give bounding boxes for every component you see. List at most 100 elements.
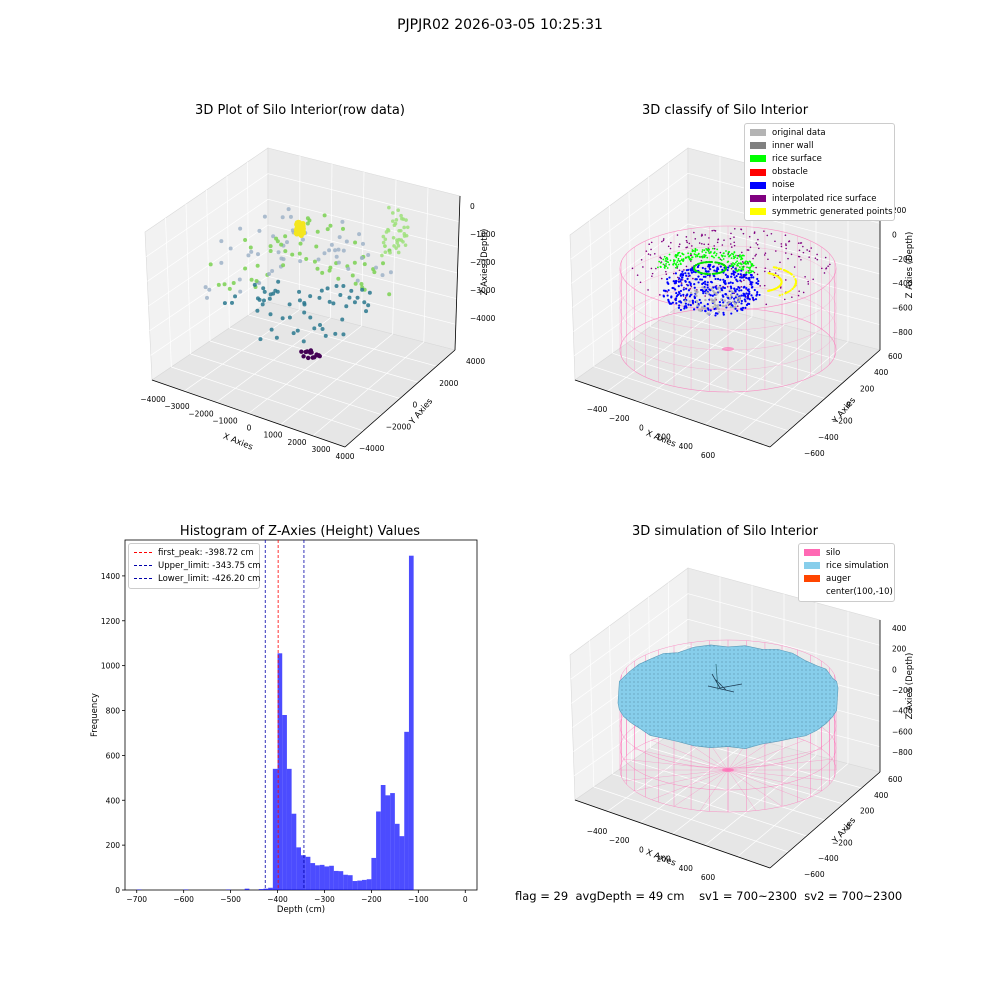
noise-point (740, 269, 743, 272)
data-point (260, 302, 265, 307)
interpolated-point (678, 245, 680, 248)
noise-point (680, 276, 684, 279)
original-point (721, 304, 724, 308)
data-point (228, 246, 233, 251)
legend-label: symmetric generated points (772, 206, 893, 217)
z-tick-label: −2000 (470, 258, 496, 267)
noise-point (700, 278, 704, 281)
data-point (233, 294, 238, 299)
rice-surface-point (738, 269, 740, 272)
interpolated-point (660, 277, 663, 280)
rice-surface-point (718, 256, 721, 259)
noise-point (686, 284, 689, 287)
symmetric-point (779, 277, 782, 280)
y-tick-label: 0 (413, 401, 418, 410)
z-tick-label: −200 (892, 686, 913, 695)
noise-point (674, 272, 677, 275)
interpolated-point (816, 258, 819, 261)
interpolated-point (785, 244, 787, 247)
silo-floor-wire (623, 758, 729, 771)
data-point (305, 221, 310, 226)
rice-surface-point (732, 262, 734, 264)
noise-point (684, 280, 687, 283)
rice-surface-point (750, 271, 752, 274)
rice-surface-point (700, 261, 703, 264)
rice-surface-point (750, 265, 753, 268)
rice-surface-point (745, 262, 747, 265)
data-point (246, 253, 251, 258)
noise-point (751, 296, 754, 299)
rice-surface-point (662, 258, 665, 261)
data-point (366, 252, 371, 257)
rice-surface-point (712, 247, 714, 250)
interpolated-point (807, 283, 810, 285)
noise-point (706, 283, 709, 287)
data-point (396, 244, 401, 248)
data-point (288, 214, 293, 219)
symmetric-point (792, 286, 795, 289)
interpolated-point (690, 285, 693, 288)
symmetric-point (777, 276, 780, 279)
data-point (295, 328, 300, 333)
noise-point (758, 293, 761, 297)
original-point (717, 310, 721, 314)
y-tick-label: −400 (818, 854, 839, 863)
noise-point (752, 276, 755, 279)
interpolated-point (707, 247, 710, 249)
noise-point (692, 270, 695, 273)
noise-point (691, 301, 695, 304)
data-point (238, 289, 243, 294)
noise-point (703, 286, 706, 289)
rice-surface-point (700, 272, 703, 275)
histogram-legend: first_peak: -398.72 cm Upper_limit: -343… (128, 543, 261, 589)
noise-point (746, 302, 750, 305)
rice-surface-point (728, 265, 731, 268)
legend-entry: Upper_limit: -343.75 cm (134, 559, 261, 572)
histogram-bar (343, 874, 348, 890)
z-tick-label: 200 (892, 645, 907, 654)
original-point (736, 297, 739, 300)
original-point (720, 298, 723, 301)
rice-surface-point (724, 266, 727, 269)
interpolated-point (688, 242, 691, 245)
rice-surface-point (701, 251, 704, 253)
data-point (298, 241, 303, 246)
interpolated-point (711, 229, 714, 232)
interpolated-point (729, 237, 732, 240)
noise-point (714, 314, 717, 317)
noise-point (678, 304, 681, 307)
rice-surface-point (749, 266, 752, 269)
data-point (271, 234, 276, 239)
data-point (255, 252, 260, 257)
rice-surface-point (690, 258, 693, 261)
legend-swatch (804, 562, 820, 570)
rice-surface-point (720, 259, 723, 262)
interpolated-point (648, 243, 650, 246)
noise-point (688, 274, 691, 277)
noise-point (730, 272, 733, 275)
noise-point (686, 293, 689, 296)
rice-surface-point (707, 261, 710, 264)
noise-point (682, 272, 685, 276)
data-point (390, 219, 395, 223)
interpolated-point (649, 254, 652, 256)
rice-surface-point (695, 270, 698, 273)
y-axis-line (769, 771, 881, 869)
data-point (302, 300, 307, 305)
data-point (392, 244, 396, 248)
histogram-bar (305, 856, 311, 890)
data-point (279, 242, 284, 247)
rice-surface-point (718, 271, 721, 274)
data-point (262, 214, 267, 219)
interpolated-point (814, 257, 817, 259)
legend-label: obstacle (772, 167, 808, 178)
noise-point (743, 285, 746, 288)
data-point (297, 251, 302, 256)
interpolated-point (655, 267, 657, 270)
sv1-value: sv1 = 700~2300 (699, 889, 797, 903)
data-point (344, 304, 349, 309)
interpolated-point (677, 276, 679, 279)
interpolated-point (774, 240, 776, 243)
noise-point (718, 301, 721, 304)
rice-surface-point (677, 252, 679, 255)
